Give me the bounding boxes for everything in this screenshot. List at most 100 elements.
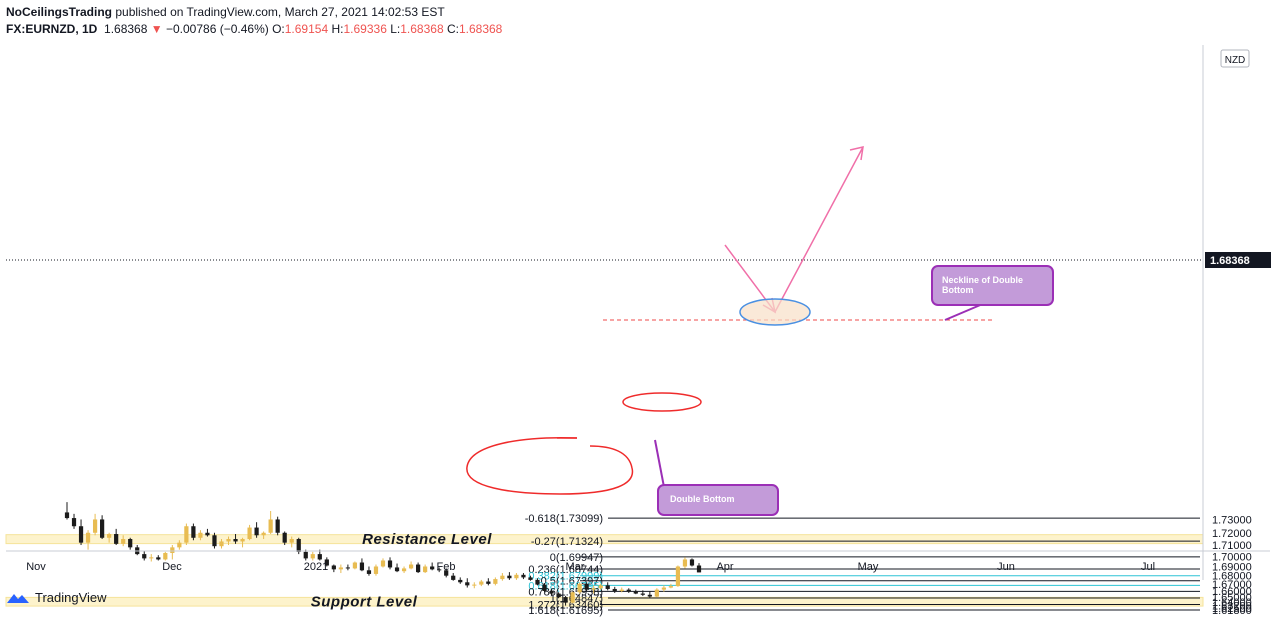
time-tick-label: May — [858, 561, 879, 573]
double-bottom-note-box — [657, 484, 779, 516]
candle-body — [535, 579, 540, 585]
author-name[interactable]: NoCeilingsTrading — [6, 5, 113, 19]
candle-body — [668, 586, 674, 588]
fib-label: 0.236(1.68744) — [528, 564, 603, 576]
double-bottom-note-text: Double Bottom — [670, 494, 735, 504]
candle-body — [549, 590, 554, 594]
candle-body — [556, 593, 561, 598]
fib-label: 0.618(1.66795) — [528, 580, 603, 592]
candle-body — [310, 554, 315, 559]
candle-body — [479, 581, 484, 585]
candle-body — [626, 589, 631, 592]
candle-body — [226, 539, 231, 542]
candle-body — [437, 569, 442, 571]
candle-body — [408, 564, 414, 569]
candle-body — [584, 583, 589, 590]
candle-body — [542, 584, 547, 591]
candle-body — [563, 597, 568, 603]
candle-body — [184, 526, 189, 543]
price-tick-label: 1.67000 — [1212, 579, 1252, 591]
fib-label: 0(1.69947) — [550, 552, 603, 564]
candle-body — [619, 589, 624, 591]
zone-label: Resistance Level — [362, 531, 492, 548]
candle-body — [612, 588, 617, 591]
zone-label: Support Level — [311, 594, 418, 611]
candle-body — [268, 519, 273, 533]
candle-body — [219, 541, 224, 547]
candle-body — [373, 566, 379, 574]
fib-label: 1(1.64847) — [550, 593, 603, 605]
candle-body — [78, 526, 84, 543]
currency-badge: NZD — [1225, 55, 1246, 66]
candle-body — [331, 565, 336, 570]
candle-body — [233, 539, 238, 542]
price-tick-label: 1.64000 — [1212, 597, 1252, 609]
price-tick-label: 1.63200 — [1212, 601, 1252, 613]
candle-body — [472, 584, 477, 586]
candle-body — [71, 518, 77, 527]
fib-layer: -0.618(1.73099)-0.27(1.71324)0(1.69947)0… — [525, 513, 1200, 617]
price-tick-label: 1.68000 — [1212, 571, 1252, 583]
candle-body — [121, 539, 126, 544]
time-tick-label: Feb — [437, 561, 456, 573]
time-tick-label: Dec — [162, 561, 182, 573]
candle-body — [605, 585, 610, 589]
brand-name: TradingView — [35, 590, 107, 605]
candle-body — [85, 532, 91, 543]
candle-body — [689, 559, 695, 566]
change-value: −0.00786 (−0.46%) — [165, 22, 269, 36]
chart-header-publisher: NoCeilingsTrading published on TradingVi… — [6, 5, 445, 19]
candle-body — [303, 551, 308, 559]
tradingview-logo-icon — [7, 593, 29, 603]
high-label: H: — [331, 22, 344, 36]
candle-body — [465, 582, 470, 586]
low-label: L: — [390, 22, 401, 36]
close-label: C: — [446, 22, 459, 36]
fib-label: 0.786(1.65938) — [528, 586, 603, 598]
candle-body — [296, 539, 301, 552]
candle-body — [380, 560, 386, 567]
candle-body — [514, 574, 519, 579]
candle-body — [107, 534, 112, 538]
candle-body — [198, 532, 203, 538]
candle-body — [359, 562, 365, 571]
low-value: 1.68368 — [400, 22, 444, 36]
candle-body — [191, 526, 196, 538]
candle-body — [394, 567, 400, 572]
candle-body — [640, 593, 645, 595]
time-tick-label: Apr — [716, 561, 733, 573]
price-axis[interactable]: 1.73000 1.720001.710001.700001.690001.680… — [1212, 514, 1252, 616]
symbol-label[interactable]: FX:EURNZD, 1D — [6, 22, 98, 36]
candle-body — [163, 553, 168, 560]
candle-body — [598, 585, 603, 589]
fib-label: 0.382(1.67999) — [528, 571, 603, 583]
price-tick-label: 1.66000 — [1212, 586, 1252, 598]
second-bottom-circle — [622, 392, 702, 412]
price-tick-label: 1.62500 — [1212, 603, 1252, 615]
candle-body — [64, 512, 70, 519]
candle-body — [261, 532, 266, 536]
currency-badge-box — [1220, 49, 1250, 68]
candle-body — [647, 594, 652, 597]
candle-body — [423, 566, 428, 573]
open-label: O: — [272, 22, 285, 36]
tradingview-footer[interactable]: TradingView — [6, 590, 107, 605]
time-tick-label: 2021 — [304, 561, 328, 573]
candle-body — [345, 567, 350, 569]
time-axis[interactable]: Nov Dec 2021 Feb Mar Apr May Jun Jul — [26, 561, 1155, 573]
candle-body — [177, 542, 182, 548]
target-arrow-head — [849, 146, 864, 161]
candle-body — [170, 547, 175, 554]
first-bottom-circle — [466, 436, 634, 495]
price-tick-label: 1.61800 — [1212, 605, 1252, 617]
candle-body — [486, 581, 491, 584]
last-price-tag-box — [1205, 252, 1271, 268]
candle-body — [458, 579, 463, 583]
zones-layer: Resistance Level Support Level — [5, 531, 1204, 611]
open-value: 1.69154 — [284, 22, 329, 36]
time-tick-label: Nov — [26, 561, 46, 573]
fib-label: -0.618(1.73099) — [525, 513, 603, 525]
candle-body — [92, 519, 98, 533]
published-info: published on TradingView.com, March 27, … — [115, 5, 445, 19]
